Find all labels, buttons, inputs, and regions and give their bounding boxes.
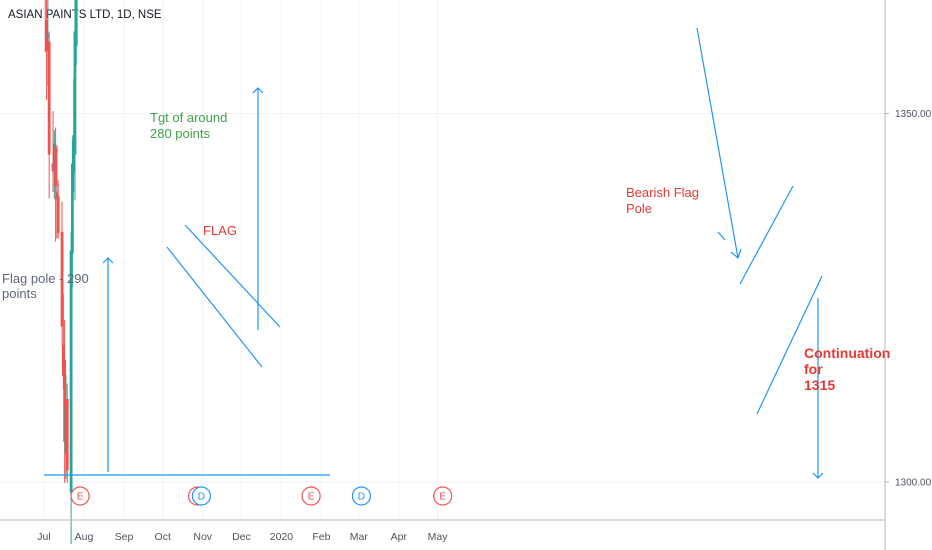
candle-body (65, 398, 69, 471)
event-label: E (439, 492, 446, 503)
event-label: D (358, 492, 365, 503)
x-tick-label: May (428, 531, 449, 543)
continuation-text: Continuation for 1315 (804, 345, 890, 393)
x-tick-label: Oct (155, 531, 171, 543)
candles (44, 0, 78, 544)
event-circle (191, 486, 212, 506)
bear-flag-lower (756, 275, 823, 415)
x-tick-label: Apr (391, 531, 408, 543)
flag-channel-upper (184, 224, 281, 328)
x-tick-label: Sep (115, 531, 134, 543)
flag-pole-arrowhead (102, 257, 114, 264)
event-marker-e[interactable]: E (433, 486, 453, 506)
x-tick-label: Nov (193, 531, 212, 543)
x-tick-label: Jul (37, 531, 50, 543)
candle-body (47, 41, 51, 155)
event-marker-e[interactable]: E (70, 486, 90, 506)
x-tick-label: Feb (312, 531, 330, 543)
continuation-arrowhead (812, 472, 824, 479)
flag-text: FLAG (203, 223, 237, 238)
event-label: E (308, 492, 315, 503)
x-tick-label: Aug (75, 531, 94, 543)
event-circle (351, 486, 372, 506)
event-circle (301, 486, 321, 506)
event-circle (70, 486, 90, 506)
event-marker-d[interactable]: D (191, 486, 212, 506)
bearish-text: Bearish Flag Pole (626, 185, 699, 216)
candle-body (73, 31, 77, 155)
target-text: Tgt of around 280 points (150, 110, 227, 141)
y-tick-label: 1350.00 (895, 109, 932, 120)
candle-body (63, 360, 67, 442)
flag-channel-lower (166, 246, 263, 368)
bear-flag-upper (739, 185, 794, 285)
candle-body (70, 163, 74, 254)
event-label: D (198, 492, 205, 503)
candle-body (55, 192, 59, 200)
x-tick-label: 2020 (270, 531, 294, 543)
event-marker-d[interactable]: D (351, 486, 372, 506)
candle-body (74, 0, 78, 46)
bearish-pole-line (696, 27, 739, 259)
event-label: E (77, 492, 84, 503)
candle-body (46, 34, 50, 37)
event-circle (433, 486, 453, 506)
bearish-pole-arrowhead (730, 248, 742, 260)
candle-body (60, 231, 64, 327)
candle-body (54, 147, 58, 186)
x-tick-label: Dec (232, 531, 251, 543)
chart-title: ASIAN PAINTS LTD, 1D, NSE (8, 9, 162, 21)
bearish-tick (717, 231, 726, 241)
event-marker-e[interactable]: E (301, 486, 321, 506)
candle-body (56, 196, 60, 233)
grid-lines (0, 0, 885, 520)
candle-body (69, 250, 73, 493)
y-tick-label: 1300.00 (895, 478, 932, 489)
x-tick-label: Mar (350, 531, 369, 543)
flag-pole-text: Flag pole - 290 points (2, 271, 89, 301)
target-arrowhead (252, 87, 264, 94)
